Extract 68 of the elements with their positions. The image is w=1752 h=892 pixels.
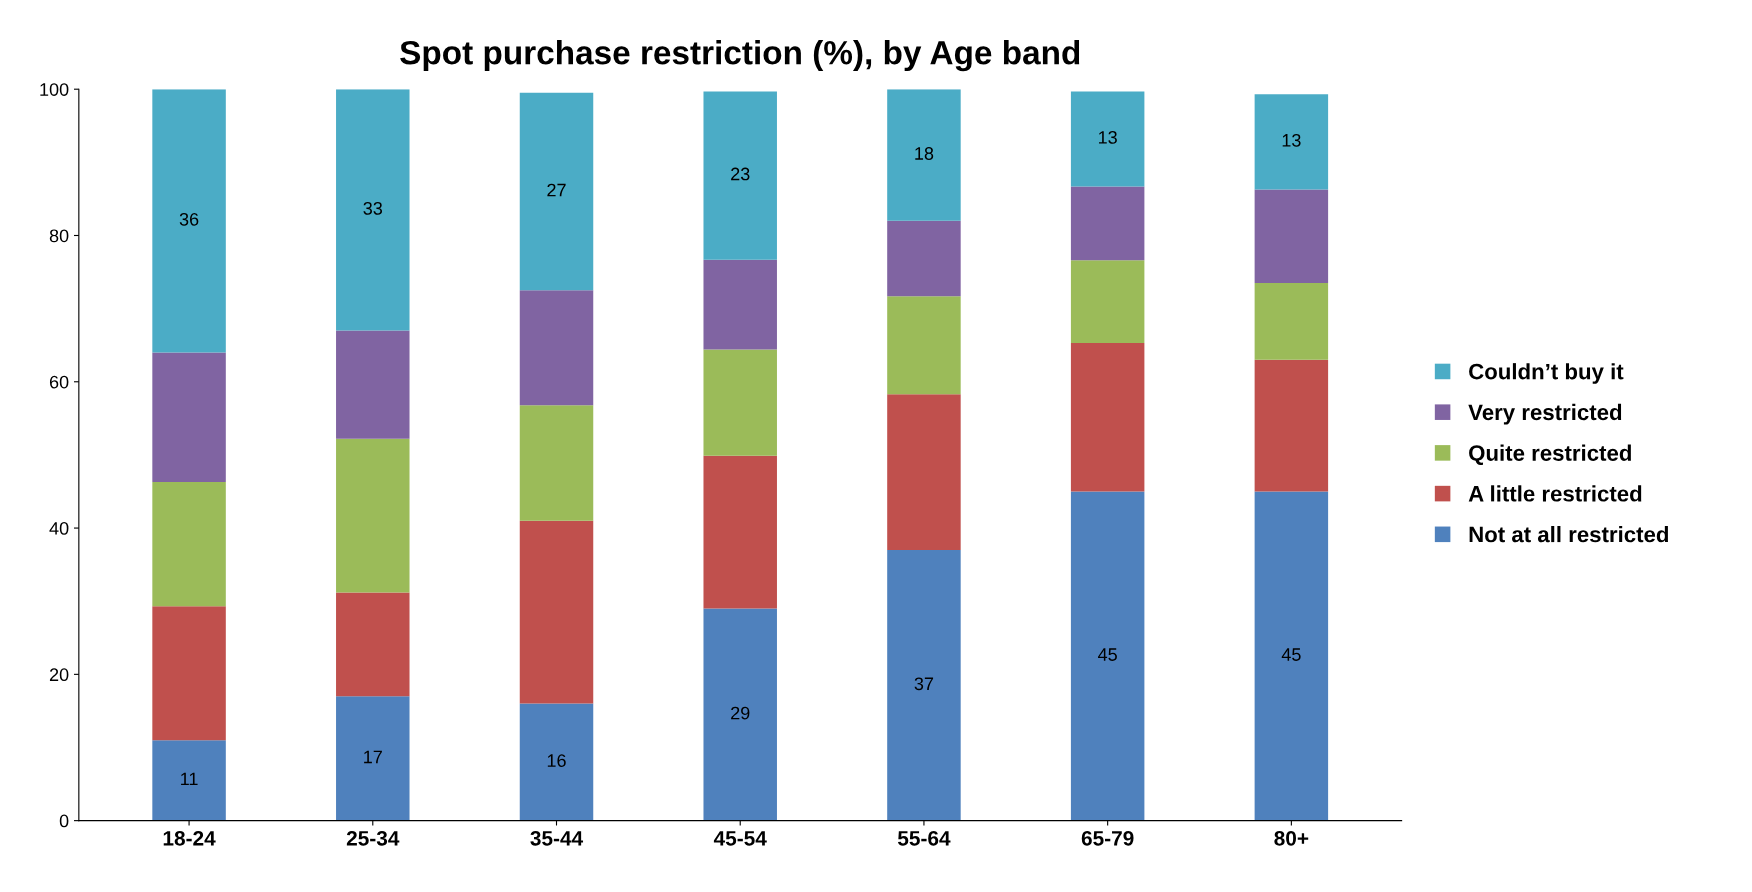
bar: [152, 352, 226, 482]
y-tick-label: 60: [49, 375, 69, 389]
data-label: 45: [1098, 648, 1117, 661]
bar: [336, 89, 410, 331]
legend-label: Very restricted: [1468, 403, 1622, 425]
bar: [336, 438, 410, 593]
bar: [1254, 189, 1329, 284]
bar: [887, 296, 961, 395]
bar: [703, 349, 777, 456]
y-tick-label: 0: [59, 814, 69, 828]
data-label: 13: [1282, 133, 1301, 147]
y-tick-label: 20: [49, 668, 69, 682]
data-label: 36: [179, 212, 199, 226]
bar: [1070, 343, 1145, 492]
legend-label: A little restricted: [1468, 485, 1642, 502]
data-label: 27: [547, 183, 566, 197]
bar: [887, 550, 961, 821]
bar: [519, 703, 594, 821]
y-tick-label: 80: [49, 229, 69, 243]
data-label: 11: [181, 772, 198, 786]
bar: [1254, 94, 1329, 190]
bar: [519, 92, 594, 291]
bar: [887, 394, 961, 551]
bar: [152, 89, 226, 353]
data-label: 17: [364, 750, 382, 764]
x-tick-label: 18-24: [163, 830, 216, 846]
data-label: 23: [731, 167, 750, 181]
data-label: 29: [731, 706, 750, 720]
bar: [1070, 91, 1145, 187]
bar: [1070, 260, 1145, 344]
x-tick-label: 65-79: [1081, 830, 1134, 846]
data-label: 18: [915, 147, 934, 160]
bar: [1254, 283, 1329, 360]
x-tick-label: 25-34: [346, 830, 400, 846]
bar: [152, 740, 226, 821]
chart-title: Spot purchase restriction (%), by Age band: [400, 40, 1080, 72]
bar: [519, 290, 594, 406]
x-tick-label: 55-64: [897, 830, 951, 846]
bar: [519, 520, 594, 704]
y-tick-label: 40: [49, 522, 69, 535]
bar: [703, 91, 777, 260]
bar: [1070, 186, 1145, 261]
x-tick-label: 35-44: [530, 830, 584, 846]
bar: [1070, 491, 1145, 821]
bar: [703, 455, 777, 609]
bar: [152, 606, 226, 741]
bar: [1254, 359, 1329, 492]
legend-label: Quite restricted: [1469, 444, 1631, 466]
bar: [336, 592, 410, 697]
legend-label: Couldn’t buy it: [1469, 363, 1624, 384]
bar: [703, 608, 777, 821]
data-label: 37: [914, 677, 934, 691]
bar: [519, 405, 594, 521]
bar: [1254, 491, 1329, 821]
x-tick-label: 45-54: [713, 831, 767, 846]
bar: [336, 330, 410, 439]
x-tick-label: 80+: [1274, 830, 1309, 846]
bar: [152, 481, 226, 607]
bar: [887, 89, 961, 221]
bar: [703, 259, 777, 350]
y-tick-label: 100: [40, 83, 69, 96]
bar: [887, 220, 961, 297]
data-label: 13: [1098, 131, 1117, 144]
data-label: 33: [363, 201, 383, 215]
data-label: 16: [547, 754, 566, 767]
bar: [336, 696, 410, 821]
legend-label: Not at all restricted: [1469, 525, 1668, 543]
data-label: 45: [1281, 648, 1301, 661]
